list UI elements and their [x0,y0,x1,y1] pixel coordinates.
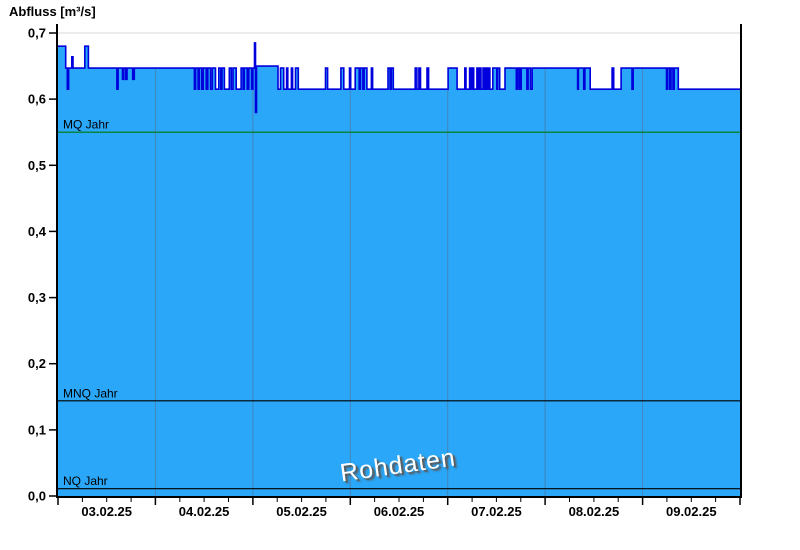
reference-line-label: MQ Jahr [63,118,109,132]
x-tick-label: 09.02.25 [666,504,717,519]
x-tick-label: 08.02.25 [569,504,620,519]
y-tick-label: 0,4 [28,224,47,239]
x-tick-label: 07.02.25 [471,504,522,519]
chart-title: Abfluss [m³/s] [9,4,96,19]
x-tick-label: 03.02.25 [81,504,132,519]
reference-line-label: NQ Jahr [63,474,108,488]
x-tick-label: 04.02.25 [179,504,230,519]
discharge-area [58,42,740,497]
y-tick-label: 0,0 [28,489,46,504]
x-tick-label: 05.02.25 [276,504,327,519]
day-gridlines [154,42,644,496]
reference-line-label: MNQ Jahr [63,386,118,400]
y-tick-label: 0,5 [28,158,46,173]
y-tick-label: 0,3 [28,290,46,305]
y-tick-label: 0,7 [28,26,46,41]
x-tick-label: 06.02.25 [374,504,425,519]
y-tick-label: 0,6 [28,92,46,107]
y-tick-label: 0,2 [28,356,46,371]
discharge-line [58,42,740,114]
y-tick-label: 0,1 [28,422,46,437]
